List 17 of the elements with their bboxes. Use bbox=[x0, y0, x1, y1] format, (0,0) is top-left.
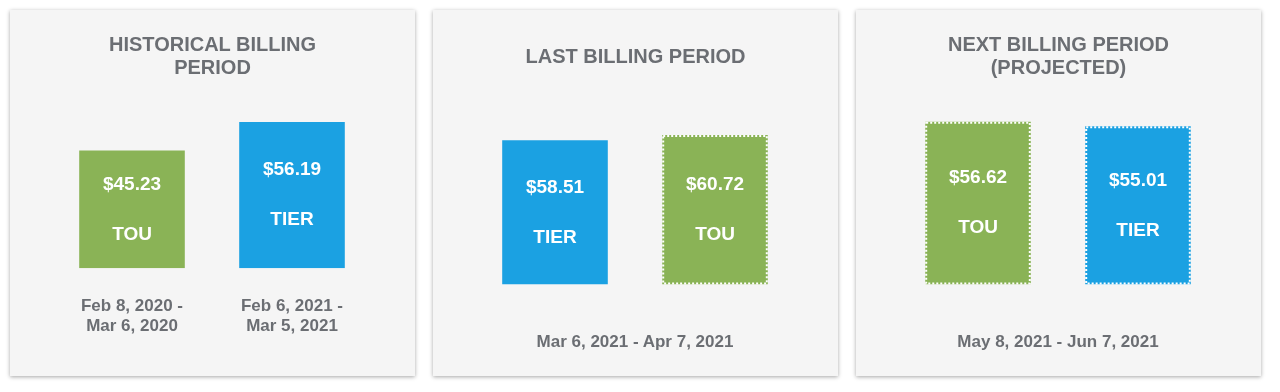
x-axis-title: May 8, 2021 - Jun 7, 2021 bbox=[957, 332, 1159, 352]
data-label: $45.23 bbox=[102, 172, 162, 194]
data-label: $56.19 bbox=[262, 158, 322, 180]
data-label: $55.01 bbox=[1108, 168, 1168, 190]
chart-title: LAST BILLING PERIOD bbox=[524, 43, 747, 69]
chart-title: HISTORICAL BILLING PERIOD bbox=[107, 32, 317, 80]
x-tick-label: Feb 8, 2020 - Mar 6, 2020 bbox=[80, 296, 184, 336]
data-label: $56.62 bbox=[948, 166, 1008, 188]
x-tick-label: TIER bbox=[1116, 218, 1160, 240]
chart-title: NEXT BILLING PERIOD (PROJECTED) bbox=[946, 32, 1171, 80]
data-label: $60.72 bbox=[685, 172, 745, 194]
x-tick-label: TOU bbox=[958, 216, 998, 238]
x-tick-label: TIER bbox=[533, 225, 577, 247]
x-tick-label: Feb 6, 2021 - Mar 5, 2021 bbox=[240, 296, 344, 336]
x-tick-label: TOU bbox=[695, 222, 735, 244]
x-axis-title: Mar 6, 2021 - Apr 7, 2021 bbox=[536, 332, 734, 352]
data-label: $58.51 bbox=[525, 175, 585, 197]
